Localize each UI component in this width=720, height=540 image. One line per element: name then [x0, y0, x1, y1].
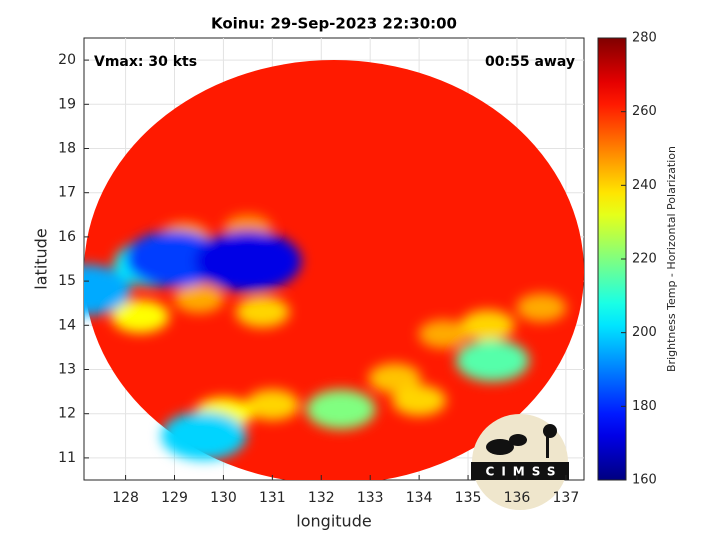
- x-tick-label: 137: [553, 490, 580, 506]
- y-tick-label: 13: [58, 362, 76, 378]
- y-tick-label: 17: [58, 185, 76, 201]
- chart-title: Koinu: 29-Sep-2023 22:30:00: [211, 15, 457, 33]
- x-tick-label: 131: [259, 490, 286, 506]
- colorbar-tick-label: 220: [632, 252, 657, 267]
- logo-tower: [543, 424, 557, 438]
- cells: [84, 214, 567, 461]
- y-tick-label: 14: [58, 317, 76, 333]
- y-tick-label: 19: [58, 96, 76, 112]
- cell: [161, 411, 247, 461]
- annotation: 00:55 away: [485, 54, 575, 70]
- y-tick-label: 20: [58, 52, 76, 68]
- x-tick-label: 135: [455, 490, 482, 506]
- y-tick-label: 16: [58, 229, 76, 245]
- x-tick-label: 133: [357, 490, 384, 506]
- x-tick-label: 134: [406, 490, 433, 506]
- scan-disk: [84, 60, 584, 480]
- cell: [84, 264, 131, 316]
- annotation: Vmax: 30 kts: [94, 54, 197, 70]
- y-tick-label: 11: [58, 450, 76, 466]
- logo: CIMSS: [471, 414, 569, 510]
- colorbar-tick-label: 280: [632, 31, 657, 46]
- cell: [306, 389, 376, 430]
- cell: [245, 389, 300, 421]
- cell: [460, 309, 515, 341]
- cell: [235, 296, 290, 328]
- colorbar-label: Brightness Temp - Horizontal Polarizatio…: [665, 146, 678, 372]
- cell: [455, 339, 530, 382]
- y-tick-label: 15: [58, 273, 76, 289]
- x-tick-label: 136: [504, 490, 531, 506]
- x-tick-label: 128: [112, 490, 139, 506]
- colorbar-tick-label: 160: [632, 473, 657, 488]
- x-tick-label: 132: [308, 490, 335, 506]
- logo-dish: [509, 434, 527, 446]
- image-layer: [84, 60, 584, 480]
- cell: [418, 319, 469, 349]
- y-axis-label: latitude: [32, 228, 51, 289]
- logo-tower: [546, 432, 549, 458]
- logo-bar: [471, 462, 569, 480]
- logo-dish: [486, 439, 514, 455]
- cell: [174, 284, 224, 314]
- cell: [368, 363, 421, 394]
- colorbar-tick-label: 180: [632, 399, 657, 414]
- x-tick-label: 130: [210, 490, 237, 506]
- cell: [111, 299, 170, 333]
- cell: [194, 230, 302, 292]
- colorbar-tick-label: 240: [632, 178, 657, 193]
- x-tick-label: 129: [161, 490, 188, 506]
- cell: [392, 385, 447, 416]
- x-axis-label: longitude: [296, 512, 371, 531]
- y-tick-label: 18: [58, 141, 76, 157]
- colorbar-tick-label: 200: [632, 325, 657, 340]
- y-tick-label: 12: [58, 406, 76, 422]
- cell: [516, 293, 567, 322]
- colorbar-tick-label: 260: [632, 104, 657, 119]
- logo-text: CIMSS: [486, 465, 563, 479]
